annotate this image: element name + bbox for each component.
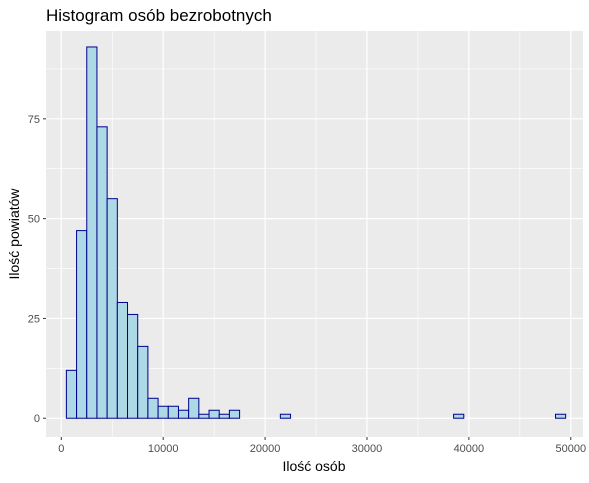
histogram-bar [188,397,200,419]
y-tick-label: 0 [34,413,40,425]
y-axis-title: Ilość powiatów [6,188,22,280]
x-tick-label: 20000 [250,443,281,455]
histogram-bar [76,230,88,419]
histogram-bar [116,301,129,419]
histogram-bar [279,413,292,419]
histogram-bar [127,313,139,419]
histogram-bar [167,405,179,419]
x-tick-label: 50000 [555,443,586,455]
y-tick-label: 50 [28,214,40,226]
x-axis-ticks: 0 10000 20000 30000 40000 50000 [58,437,586,455]
x-tick-label: 40000 [454,443,485,455]
histogram-bar [137,345,149,419]
histogram-bar [86,46,98,419]
x-tick-label: 30000 [352,443,383,455]
x-tick-label: 10000 [148,443,179,455]
histogram-bar [208,409,220,419]
histogram-bar [106,198,118,419]
histogram-bar [198,413,210,419]
x-axis-title: Ilość osób [282,458,345,474]
y-tick-label: 75 [28,114,40,126]
histogram-bar [453,413,465,419]
histogram-bar [147,397,159,419]
histogram-bar [157,405,169,419]
histogram-bar [228,409,241,419]
histogram-bars [65,46,567,419]
histogram-bar [177,409,190,419]
chart-title: Histogram osób bezrobotnych [46,6,272,25]
y-axis-ticks: 0 25 50 75 [28,114,46,425]
histogram-bar [96,126,108,419]
y-tick-label: 25 [28,313,40,325]
histogram-bar [218,413,230,419]
major-gridlines [46,31,583,437]
histogram-bar [554,413,567,419]
histogram-bar [65,369,78,419]
x-tick-label: 0 [58,443,64,455]
